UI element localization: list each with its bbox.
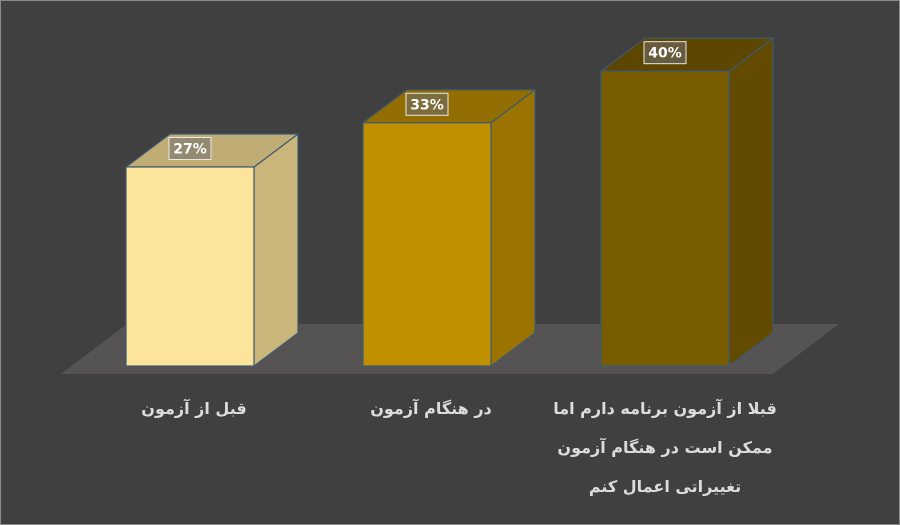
bar-front bbox=[600, 70, 730, 367]
value-label-box bbox=[168, 137, 212, 161]
bar bbox=[599, 37, 775, 368]
bar bbox=[361, 88, 537, 368]
category-label: قبل از آزمون bbox=[141, 399, 247, 418]
value-label-box bbox=[405, 92, 449, 116]
value-label: 33% bbox=[410, 97, 444, 113]
value-label: 27% bbox=[173, 142, 207, 158]
bar-front bbox=[362, 122, 492, 367]
value-label-box bbox=[643, 41, 687, 65]
category-label: قبلا از آزمون برنامه دارم اما ممکن است د… bbox=[553, 399, 777, 496]
bar-side bbox=[253, 132, 299, 368]
bar bbox=[124, 132, 300, 368]
value-label: 40% bbox=[648, 46, 682, 62]
bar-side bbox=[490, 88, 536, 368]
category-label: در هنگام آزمون bbox=[370, 399, 492, 418]
bar-front bbox=[125, 166, 255, 367]
bar-side bbox=[728, 37, 774, 368]
